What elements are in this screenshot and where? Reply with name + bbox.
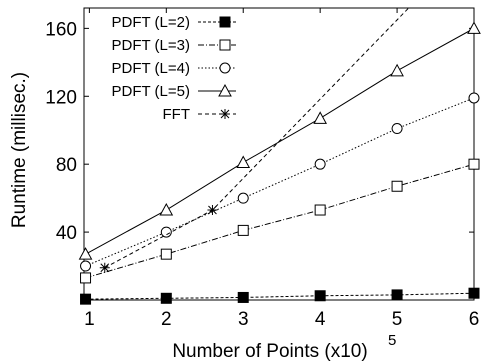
plot-frame	[83, 7, 475, 301]
x-tick-label: 4	[315, 309, 326, 330]
x-tick-label: 5	[392, 309, 403, 330]
data-point-circle	[237, 192, 249, 204]
data-point-filled-square	[314, 290, 326, 302]
legend-entry: PDFT (L=5)	[112, 83, 236, 100]
data-point-triangle	[390, 63, 404, 77]
data-point-triangle	[78, 247, 93, 260]
series-line	[85, 292, 474, 300]
series-layer	[78, 8, 481, 305]
data-point-circle	[160, 226, 172, 238]
x-tick-label: 1	[84, 309, 95, 330]
data-point-filled-square	[160, 292, 172, 304]
x-tick-label: 6	[469, 309, 480, 330]
data-point-open-square	[468, 158, 480, 170]
data-point-circle	[80, 260, 92, 272]
data-point-open-square	[80, 272, 92, 284]
plot-axes: 1 2 3 4 5 6 40 80 120 160	[45, 7, 480, 330]
data-point-filled-square	[219, 16, 231, 28]
series-2	[80, 158, 480, 284]
data-point-filled-square	[468, 287, 480, 299]
x-tick-label: 2	[161, 309, 172, 330]
legend-label: PDFT (L=3)	[112, 37, 191, 54]
legend-entry: PDFT (L=2)	[112, 14, 236, 31]
legend-label: FFT	[163, 106, 191, 123]
legend-entry: PDFT (L=4)	[112, 60, 236, 77]
data-point-open-square	[160, 248, 172, 260]
data-point-triangle	[159, 202, 174, 216]
data-point-star	[207, 205, 218, 216]
data-point-star	[99, 262, 110, 273]
data-point-triangle	[313, 111, 327, 124]
y-tick-label: 120	[45, 87, 77, 108]
data-point-filled-square	[80, 293, 92, 305]
x-tick-label: 3	[238, 309, 249, 330]
y-tick-label: 160	[45, 19, 77, 40]
legend-entry: PDFT (L=3)	[112, 37, 236, 54]
y-tick-label: 80	[56, 155, 77, 176]
x-axis-label-close: )	[361, 341, 367, 362]
x-axis-label-main: Number of Points (x10	[172, 341, 361, 362]
data-point-triangle	[467, 21, 481, 34]
data-point-open-square	[219, 39, 231, 51]
series-1	[80, 287, 480, 305]
legend-label: PDFT (L=5)	[112, 83, 191, 100]
data-point-open-square	[391, 180, 403, 192]
series-5	[99, 8, 409, 273]
data-point-open-square	[314, 204, 326, 216]
legend: PDFT (L=2) PDFT (L=3) PDFT (L=4) PDFT (L=5)…	[112, 14, 236, 123]
x-axis-exponent: 5	[388, 332, 396, 349]
data-point-circle	[219, 62, 231, 74]
y-axis-label: Runtime (millisec.)	[9, 72, 30, 228]
legend-entry: FFT	[163, 106, 236, 123]
data-point-filled-square	[237, 291, 249, 303]
series-line	[85, 27, 474, 255]
x-axis-label: Number of Points (x10)	[172, 341, 367, 362]
data-point-triangle	[236, 155, 251, 168]
legend-label: PDFT (L=2)	[112, 14, 191, 31]
data-point-filled-square	[391, 289, 403, 301]
series-line	[85, 97, 474, 267]
series-3	[80, 92, 480, 272]
series-line	[85, 163, 474, 279]
data-point-circle	[314, 158, 326, 170]
y-tick-label: 40	[56, 223, 77, 244]
series-4	[78, 21, 481, 260]
data-point-circle	[391, 123, 403, 135]
data-point-circle	[468, 92, 480, 104]
data-point-star	[220, 109, 230, 119]
data-point-open-square	[237, 224, 249, 236]
data-point-triangle	[218, 83, 232, 97]
legend-label: PDFT (L=4)	[112, 60, 191, 77]
